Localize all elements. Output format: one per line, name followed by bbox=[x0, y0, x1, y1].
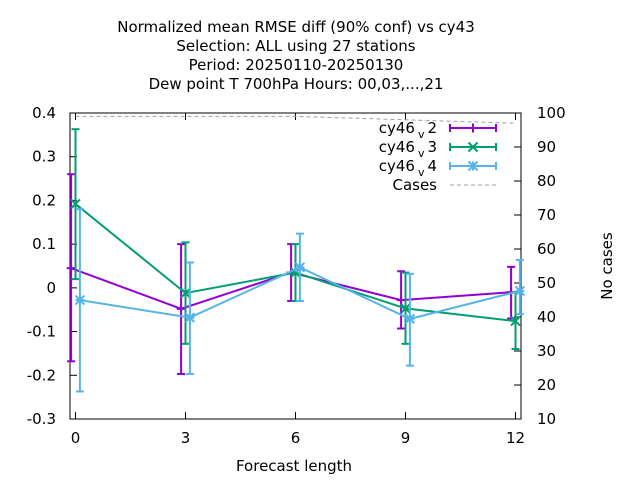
data-point-marker bbox=[184, 312, 196, 323]
legend-entry: cy46 v 4 bbox=[379, 157, 497, 179]
y-tick-label: 0.3 bbox=[32, 148, 56, 166]
y-tick-label: 0 bbox=[46, 279, 56, 297]
x-tick-label: 6 bbox=[291, 429, 301, 447]
y-tick-label: -0.2 bbox=[27, 366, 56, 384]
data-point-marker bbox=[467, 141, 479, 153]
data-point-marker bbox=[404, 313, 416, 325]
series-cy46-v3 bbox=[70, 128, 521, 351]
x-tick-label: 12 bbox=[506, 429, 525, 447]
x-tick-label: 0 bbox=[71, 429, 81, 447]
y-tick-label: 0.4 bbox=[32, 104, 56, 122]
legend-label: Cases bbox=[392, 176, 437, 194]
y-tick-label: 0.1 bbox=[32, 235, 56, 253]
y2-tick-label: 20 bbox=[537, 376, 556, 394]
legend-entry: cy46 v 2 bbox=[379, 119, 497, 141]
title-line: Period: 20250110-20250130 bbox=[189, 56, 404, 74]
title-line: Dew point T 700hPa Hours: 00,03,...,21 bbox=[149, 75, 444, 93]
data-point-marker bbox=[74, 294, 86, 306]
title-line: Selection: ALL using 27 stations bbox=[176, 37, 415, 55]
y2-axis: 100 90 80 70 60 50 40 30 20 10 bbox=[514, 104, 566, 428]
y-tick-label: -0.1 bbox=[27, 323, 56, 341]
title-line: Normalized mean RMSE diff (90% conf) vs … bbox=[117, 18, 475, 36]
x-tick-label: 9 bbox=[401, 429, 411, 447]
x-tick-label: 3 bbox=[181, 429, 191, 447]
y2-tick-label: 40 bbox=[537, 308, 556, 326]
legend-label: cy46 v 4 bbox=[379, 157, 437, 179]
series-cy46-v4 bbox=[74, 208, 526, 393]
y2-tick-label: 80 bbox=[537, 172, 556, 190]
data-point-marker bbox=[467, 160, 479, 172]
chart-title: Normalized mean RMSE diff (90% conf) vs … bbox=[117, 18, 475, 93]
series-cases bbox=[75, 115, 516, 124]
data-point-marker bbox=[180, 287, 191, 299]
legend-label: cy46 v 2 bbox=[379, 119, 437, 141]
legend-entry: cy46 v 3 bbox=[379, 138, 497, 160]
legend-label: cy46 v 3 bbox=[379, 138, 437, 160]
y2-tick-label: 10 bbox=[537, 410, 556, 428]
y-tick-label: 0.2 bbox=[32, 191, 56, 209]
data-point-marker bbox=[514, 285, 526, 297]
y2-tick-label: 60 bbox=[537, 240, 556, 258]
y2-tick-label: 90 bbox=[537, 138, 556, 156]
cases-line bbox=[75, 115, 516, 124]
y2-tick-label: 30 bbox=[537, 342, 556, 360]
y2-tick-label: 100 bbox=[537, 104, 566, 122]
y2-axis-label: No cases bbox=[598, 232, 616, 300]
data-point-marker bbox=[294, 262, 306, 273]
x-axis-label: Forecast length bbox=[236, 457, 352, 475]
y-tick-label: -0.3 bbox=[27, 410, 56, 428]
legend-entry: Cases bbox=[392, 176, 496, 194]
y-axis: 0.4 0.3 0.2 0.1 0 -0.1 -0.2 -0.3 bbox=[27, 104, 77, 428]
y2-tick-label: 70 bbox=[537, 206, 556, 224]
series-layer bbox=[66, 115, 526, 393]
y2-tick-label: 50 bbox=[537, 274, 556, 292]
data-point-marker bbox=[510, 315, 521, 327]
data-point-marker bbox=[400, 303, 411, 314]
x-axis: 0 3 6 9 12 bbox=[71, 113, 525, 447]
data-point-marker bbox=[70, 198, 81, 210]
